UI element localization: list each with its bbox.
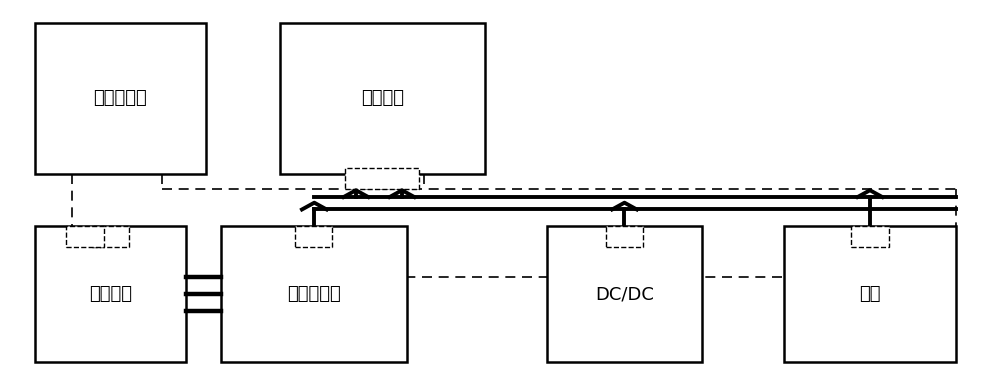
Bar [34, 226, 186, 362]
Text: 空调: 空调 [859, 285, 881, 303]
Text: 整车控制器: 整车控制器 [93, 89, 147, 107]
Text: 电机控制器: 电机控制器 [287, 285, 341, 303]
Bar [851, 226, 889, 247]
Bar [66, 226, 104, 247]
Bar [295, 226, 332, 247]
Bar [345, 168, 419, 189]
Bar [221, 226, 407, 362]
Bar [547, 226, 702, 362]
Text: 驱动电机: 驱动电机 [89, 285, 132, 303]
Text: DC/DC: DC/DC [595, 285, 654, 303]
Bar [606, 226, 643, 247]
Bar [784, 226, 956, 362]
Bar [280, 23, 485, 174]
Bar [92, 226, 129, 247]
Text: 动力电池: 动力电池 [361, 89, 404, 107]
Bar [34, 23, 206, 174]
